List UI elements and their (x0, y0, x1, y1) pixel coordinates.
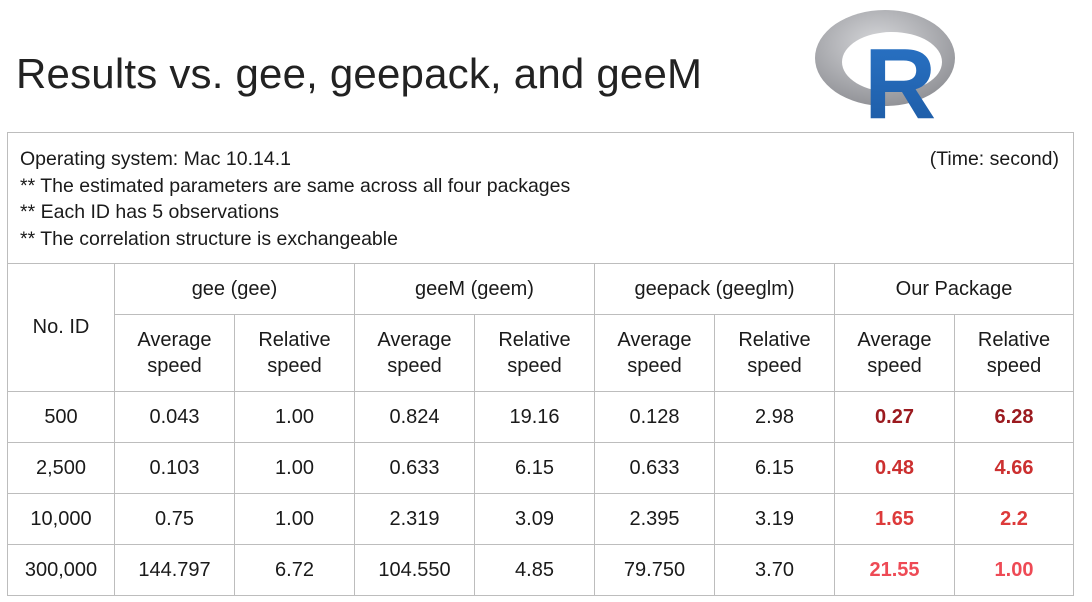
subheader-line2: speed (147, 355, 202, 377)
table-cell: 0.824 (354, 391, 475, 443)
table-cell: 0.48 (834, 442, 955, 494)
subheader-line2: speed (267, 355, 322, 377)
table-cell: 3.09 (474, 493, 595, 545)
subheader-line2: speed (387, 355, 442, 377)
r-logo: R (815, 10, 955, 124)
slide-title: Results vs. gee, geepack, and geeM (16, 50, 703, 97)
table-cell: 21.55 (834, 544, 955, 596)
time-unit-note: (Time: second) (929, 148, 1060, 170)
subheader-line2: speed (986, 355, 1042, 377)
table-cell: 104.550 (354, 544, 475, 596)
gee-average-speed-header: Average speed (114, 314, 235, 392)
table-cell: 2.98 (714, 391, 835, 443)
subheader-line1: Average (377, 329, 452, 351)
table-row: 2,500 0.103 1.00 0.633 6.15 0.633 6.15 0.48 4.66 (7, 442, 1075, 494)
info-box: Operating system: Mac 10.14.1 ** The est… (6, 132, 1075, 264)
table-cell: 6.15 (474, 442, 595, 494)
table-cell: 4.85 (474, 544, 595, 596)
geem-relative-speed-header: Relative speed (474, 314, 595, 392)
our-package-relative-speed-header: Relative speed (953, 314, 1075, 392)
table-cell: 1.00 (234, 391, 355, 443)
table-cell: 0.633 (354, 442, 475, 494)
table-cell: 3.19 (714, 493, 835, 545)
table-cell: 3.70 (714, 544, 835, 596)
geepack-average-speed-header: Average speed (594, 314, 715, 392)
table-cell: 0.27 (834, 391, 955, 443)
info-note-params: ** The estimated parameters are same acr… (20, 174, 571, 197)
table-cell: 2.2 (953, 493, 1075, 545)
table-cell: 2.319 (354, 493, 475, 545)
row-id-cell: 2,500 (7, 442, 115, 494)
geem-average-speed-header: Average speed (354, 314, 475, 392)
table-cell: 19.16 (474, 391, 595, 443)
table-cell: 6.72 (234, 544, 355, 596)
row-id-cell: 10,000 (7, 493, 115, 545)
subheader-line1: Average (137, 329, 212, 351)
geepack-relative-speed-header: Relative speed (714, 314, 835, 392)
table-cell: 6.28 (953, 391, 1075, 443)
table-cell: 2.395 (594, 493, 715, 545)
subheader-line2: speed (867, 355, 922, 377)
table-cell: 0.103 (114, 442, 235, 494)
table-cell: 1.65 (834, 493, 955, 545)
table-row: 500 0.043 1.00 0.824 19.16 0.128 2.98 0.27 6.28 (7, 391, 1075, 443)
group-header-gee: gee (gee) (114, 263, 355, 315)
row-id-cell: 500 (7, 391, 115, 443)
group-header-our-package: Our Package (833, 263, 1075, 315)
subheader-line2: speed (627, 355, 682, 377)
our-package-average-speed-header: Average speed (834, 314, 955, 392)
r-logo-letter: R (864, 28, 936, 124)
table-cell: 0.128 (594, 391, 715, 443)
row-id-cell: 300,000 (7, 544, 115, 596)
subheader-line1: Average (857, 329, 932, 351)
table-row: 10,000 0.75 1.00 2.319 3.09 2.395 3.19 1.65 2.2 (7, 493, 1075, 545)
gee-relative-speed-header: Relative speed (234, 314, 355, 392)
group-header-geepack: geepack (geeglm) (594, 263, 835, 315)
table-cell: 79.750 (594, 544, 715, 596)
table-cell: 6.15 (714, 442, 835, 494)
results-table: Operating system: Mac 10.14.1 ** The est… (6, 132, 1075, 596)
table-cell: 0.75 (114, 493, 235, 545)
info-note-correlation: ** The correlation structure is exchange… (20, 228, 398, 251)
subheader-line1: Relative (738, 329, 811, 351)
info-os-line: Operating system: Mac 10.14.1 (20, 148, 291, 170)
info-note-observations: ** Each ID has 5 observations (20, 201, 280, 224)
subheader-line1: Average (617, 329, 692, 351)
table-cell: 0.043 (114, 391, 235, 443)
table-cell: 1.00 (234, 442, 355, 494)
table-cell: 144.797 (114, 544, 235, 596)
subheader-line1: Relative (258, 329, 331, 351)
group-header-geem: geeM (geem) (354, 263, 595, 315)
subheader-line1: Relative (498, 329, 571, 351)
subheader-line2: speed (507, 355, 562, 377)
subheader-line1: Relative (977, 329, 1051, 351)
table-cell: 1.00 (953, 544, 1075, 596)
table-cell: 1.00 (234, 493, 355, 545)
table-row: 300,000 144.797 6.72 104.550 4.85 79.750 3.70 2… (7, 544, 1075, 596)
table-cell: 4.66 (953, 442, 1075, 494)
table-cell: 0.633 (594, 442, 715, 494)
id-column-header: No. ID (7, 263, 115, 392)
subheader-line2: speed (747, 355, 802, 377)
